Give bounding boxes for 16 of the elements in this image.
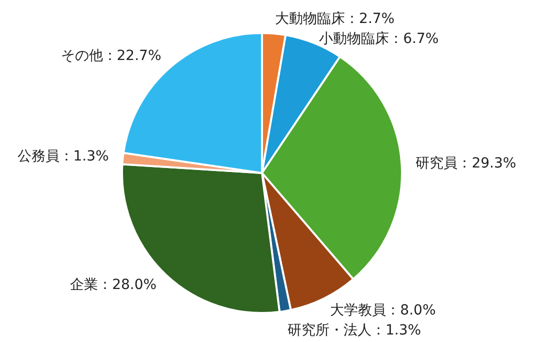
data-label: ：1.3%: [59, 148, 109, 165]
slice-label: 研究員: [416, 155, 458, 172]
data-label: ：8.0%: [386, 302, 436, 319]
slice-label: 大動物臨床: [275, 11, 346, 28]
data-label: ：2.7%: [345, 11, 395, 28]
data-label: ：1.3%: [372, 322, 422, 339]
slice-label: 公務員: [17, 148, 60, 165]
data-label: ：22.7%: [102, 48, 162, 64]
data-label: ：29.3%: [458, 155, 516, 172]
slice-label: その他: [60, 48, 103, 64]
data-label: ：28.0%: [98, 276, 157, 293]
slice-label: 大学教員: [330, 302, 386, 319]
data-label: ：6.7%: [389, 31, 439, 48]
slice-label: 研究所・法人: [288, 322, 372, 339]
slice-label: 企業: [70, 276, 98, 293]
slice-label: 小動物臨床: [319, 31, 390, 48]
